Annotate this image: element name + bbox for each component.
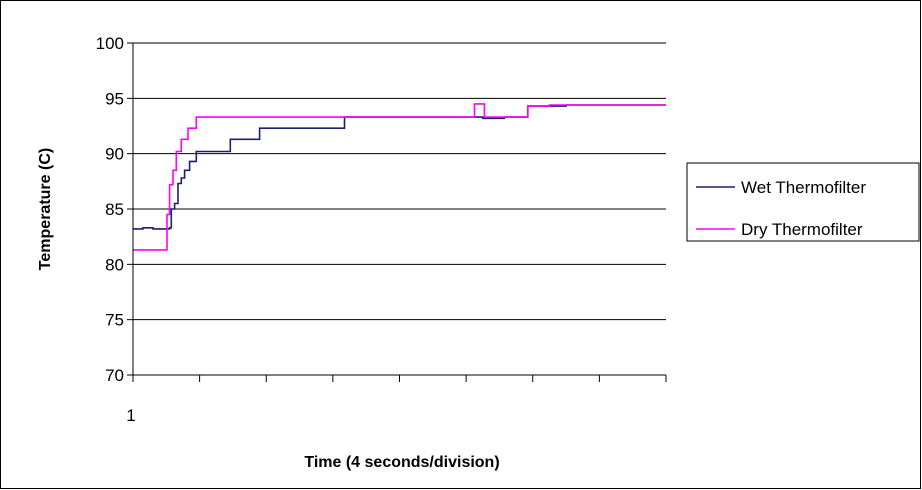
- legend-label-wet: Wet Thermofilter: [741, 178, 866, 197]
- legend-label-dry: Dry Thermofilter: [741, 220, 863, 239]
- y-axis-title: Temperature (C): [37, 148, 54, 270]
- y-tick-label: 75: [105, 311, 124, 330]
- y-tick-label: 95: [105, 89, 124, 108]
- y-tick-label: 90: [105, 145, 124, 164]
- y-tick-label: 70: [105, 366, 124, 385]
- tick-labels: 70 75 80 85 90 95 100 1: [96, 34, 136, 425]
- plot-series: [133, 103, 666, 251]
- axes: [127, 42, 667, 382]
- y-tick-label: 80: [105, 255, 124, 274]
- y-tick-label: 100: [96, 34, 124, 53]
- x-axis-title: Time (4 seconds/division): [304, 454, 499, 471]
- x-tick-label: 1: [126, 406, 135, 425]
- legend: Wet Thermofilter Dry Thermofilter: [686, 162, 920, 242]
- gridlines: [133, 42, 666, 321]
- series-line-dry: [133, 103, 666, 251]
- legend-box: [686, 162, 920, 242]
- y-tick-label: 85: [105, 200, 124, 219]
